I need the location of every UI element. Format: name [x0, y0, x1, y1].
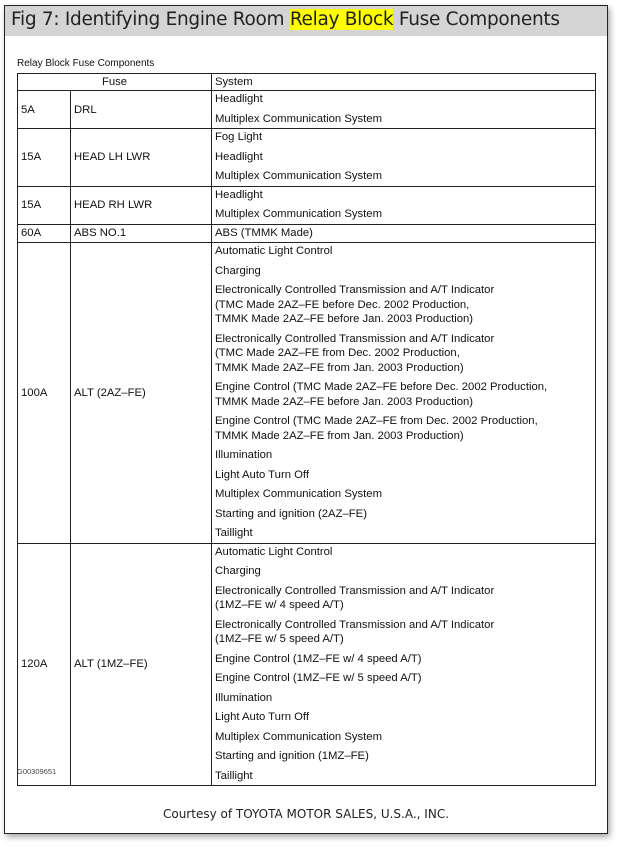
table-row: 60A ABS NO.1 ABS (TMMK Made) [17, 223, 596, 243]
system-item: Engine Control (1MZ–FE w/ 5 speed A/T) [215, 672, 422, 684]
fuse-amperage: 15A [17, 185, 71, 225]
system-item: Engine Control (TMC Made 2AZ–FE from Dec… [215, 415, 538, 442]
figure-code: G00309651 [17, 767, 57, 776]
system-cell: Automatic Light Control Charging Electroni… [211, 242, 596, 544]
system-item: Taillight [215, 769, 253, 782]
system-item: Headlight [215, 188, 263, 201]
system-cell: Headlight Multiplex Communication System [211, 90, 596, 129]
fuse-name: ALT (2AZ–FE) [70, 242, 212, 544]
system-item: Electronically Controlled Transmission a… [215, 584, 495, 612]
system-item: Taillight [215, 527, 253, 539]
figure-title: Fig 7: Identifying Engine Room Relay Blo… [11, 9, 560, 30]
system-item: Light Auto Turn Off [215, 711, 309, 723]
system-item: Headlight [215, 150, 263, 163]
system-item: Electronically Controlled Transmission a… [215, 332, 495, 374]
table-header-row: Fuse System [17, 73, 596, 91]
figure-frame: Fig 7: Identifying Engine Room Relay Blo… [4, 5, 608, 834]
system-item: Charging [215, 264, 261, 277]
system-item: Electronically Controlled Transmission a… [215, 284, 495, 325]
system-item: Automatic Light Control [215, 245, 333, 257]
system-item: Automatic Light Control [215, 545, 333, 558]
system-item: Engine Control (TMC Made 2AZ–FE before D… [215, 381, 548, 408]
fuse-amperage: 120A [17, 542, 71, 786]
system-item: Multiplex Communication System [215, 488, 382, 500]
title-highlight: Relay Block [289, 9, 394, 30]
system-item: Fog Light [215, 131, 263, 143]
header-fuse: Fuse [17, 73, 212, 91]
system-item: Multiplex Communication System [215, 170, 382, 182]
fuse-name: HEAD RH LWR [70, 185, 212, 225]
table-caption: Relay Block Fuse Components [17, 58, 155, 69]
fuse-table: Fuse System 5A DRL Headlight Multiplex Comm… [17, 73, 596, 786]
system-item: Light Auto Turn Off [215, 468, 309, 481]
fuse-name: HEAD LH LWR [70, 128, 212, 187]
fuse-name: DRL [70, 90, 212, 129]
fuse-name: ABS NO.1 [70, 223, 212, 243]
system-item: Engine Control (1MZ–FE w/ 4 speed A/T) [215, 652, 422, 665]
table-row: 5A DRL Headlight Multiplex Communication Sy… [17, 90, 596, 129]
title-prefix: Fig 7: Identifying Engine Room [11, 9, 290, 30]
title-suffix: Fuse Components [393, 9, 560, 30]
system-item: Multiplex Communication System [215, 730, 382, 743]
fuse-name: ALT (1MZ–FE) [70, 542, 212, 786]
system-cell: Automatic Light Control Charging Electroni… [211, 542, 596, 786]
system-item: Illumination [215, 691, 273, 704]
table-row: 100A ALT (2AZ–FE) Automatic Light Control C… [17, 242, 596, 544]
title-bar: Fig 7: Identifying Engine Room Relay Blo… [5, 6, 607, 36]
table-row: 120A ALT (1MZ–FE) Automatic Light Control C… [17, 542, 596, 786]
table-row: 15A HEAD LH LWR Fog Light Headlight Multiple… [17, 128, 596, 187]
system-item: Illumination [215, 449, 273, 461]
fuse-amperage: 15A [17, 128, 71, 187]
system-item: Electronically Controlled Transmission a… [215, 618, 495, 646]
header-system: System [211, 73, 596, 91]
fuse-amperage: 60A [17, 223, 71, 243]
table-row: 15A HEAD RH LWR Headlight Multiplex Communi… [17, 185, 596, 225]
system-item: Starting and ignition (2AZ–FE) [215, 507, 367, 520]
fuse-amperage: 100A [17, 242, 71, 544]
fuse-amperage: 5A [17, 90, 71, 129]
system-cell: Headlight Multiplex Communication System [211, 185, 596, 225]
system-item: Charging [215, 565, 261, 577]
system-item: Multiplex Communication System [215, 208, 382, 220]
system-item: Headlight [215, 93, 263, 105]
courtesy-note: Courtesy of TOYOTA MOTOR SALES, U.S.A., … [162, 807, 450, 821]
system-item: ABS (TMMK Made) [215, 226, 313, 239]
system-item: Starting and ignition (1MZ–FE) [215, 750, 369, 762]
system-cell: Fog Light Headlight Multiplex Communicatio… [211, 128, 596, 187]
system-cell: ABS (TMMK Made) [211, 223, 596, 243]
system-item: Multiplex Communication System [215, 112, 382, 125]
